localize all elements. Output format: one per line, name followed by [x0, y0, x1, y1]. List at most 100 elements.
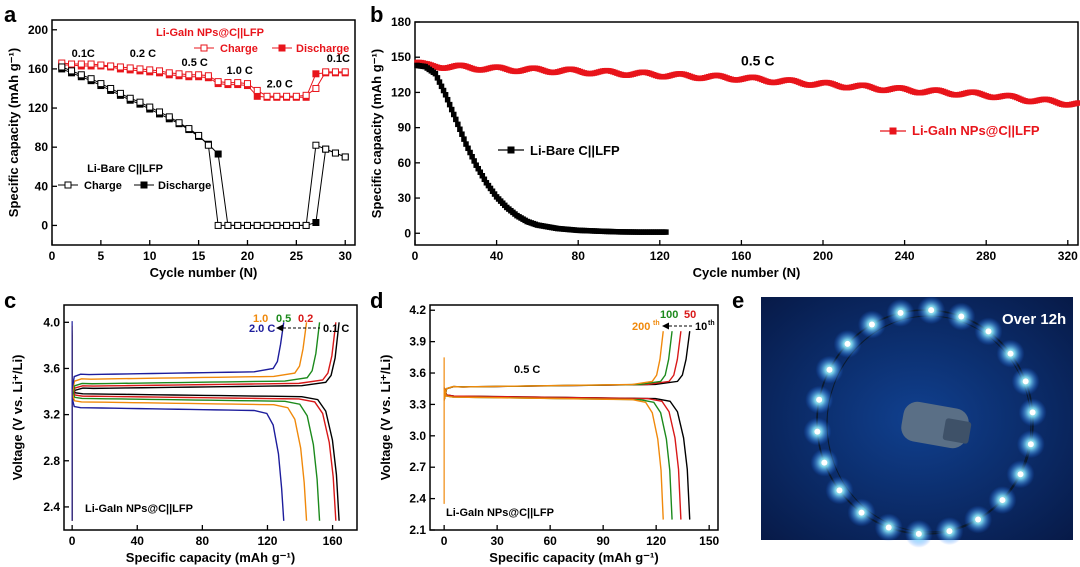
led-light — [826, 366, 833, 373]
a-xtick-label: 10 — [143, 249, 157, 263]
d-discharge-curve — [443, 387, 691, 520]
a-data-point — [175, 119, 183, 127]
led-light — [868, 321, 875, 328]
a-legend-label: Discharge — [158, 180, 211, 192]
b-ytick-label: 120 — [391, 85, 411, 99]
a-data-point — [204, 72, 212, 80]
d-ytick-label: 2.1 — [409, 523, 426, 537]
a-data-point — [234, 79, 242, 87]
a-legend-title: Li-Bare C||LFP — [87, 163, 163, 175]
d-x-axis-title: Specific capacity (mAh g⁻¹) — [489, 550, 658, 565]
photo-overlay-text: Over 12h — [1002, 311, 1066, 328]
a-data-point — [224, 221, 232, 229]
led-light — [1017, 471, 1024, 478]
c-discharge-curve — [71, 392, 308, 521]
led-light — [999, 497, 1006, 504]
a-data-point — [204, 141, 212, 149]
led-light — [836, 487, 843, 494]
b-xtick-label: 80 — [572, 249, 586, 263]
a-xtick-label: 0 — [49, 249, 56, 263]
d-charge-curve — [443, 331, 691, 401]
a-data-point — [126, 64, 134, 72]
a-data-point — [165, 113, 173, 121]
a-legend-marker — [200, 44, 208, 52]
b-data-point — [457, 126, 463, 133]
b-data-point — [451, 111, 457, 118]
led-light — [928, 307, 935, 314]
a-data-point — [283, 221, 291, 229]
a-xtick-label: 5 — [98, 249, 105, 263]
b-ytick-label: 0 — [404, 226, 411, 240]
a-data-point — [331, 149, 339, 157]
a-data-point — [292, 221, 300, 229]
d-cycle-label: 100 — [660, 309, 678, 321]
c-cell-annotation: Li-GaIn NPs@C||LFP — [85, 503, 193, 515]
c-xtick-label: 40 — [131, 534, 145, 548]
chart-a-rate-capability: 0 5 10 15 20 25 30 0 40 80 120 160 200 Cycle number (… — [6, 19, 356, 280]
led-light — [897, 309, 904, 316]
b-xtick-label: 280 — [976, 249, 996, 263]
a-data-point — [136, 65, 144, 73]
led-light — [985, 328, 992, 335]
d-plot-frame — [429, 304, 719, 531]
led-light — [885, 524, 892, 531]
a-data-point — [253, 86, 261, 94]
b-ytick-label: 30 — [398, 191, 412, 205]
c-charge-curve — [71, 322, 337, 401]
c-arrow-head — [276, 324, 283, 332]
a-data-point — [253, 92, 261, 100]
a-rate-annotation: 0.5 C — [182, 57, 208, 69]
b-xtick-label: 160 — [731, 249, 751, 263]
a-legend-marker — [64, 181, 72, 189]
a-data-point — [146, 66, 154, 74]
d-xtick-label: 0 — [441, 534, 448, 548]
d-ytick-label: 4.2 — [409, 303, 426, 317]
a-legend-title: Li-GaIn NPs@C||LFP — [156, 27, 264, 39]
d-arrow-head — [662, 322, 669, 330]
a-data-point — [322, 145, 330, 153]
a-data-point — [234, 221, 242, 229]
c-plot-frame — [63, 304, 358, 531]
a-ytick-label: 200 — [28, 23, 48, 37]
d-y-axis-title: Voltage (V vs. Li⁺/Li) — [378, 355, 393, 481]
a-data-point — [312, 84, 320, 92]
a-data-point — [87, 60, 95, 68]
a-data-point — [214, 150, 222, 158]
d-charge-curve — [443, 331, 682, 401]
b-data-point — [663, 229, 669, 235]
led-light — [816, 396, 823, 403]
a-data-point — [273, 221, 281, 229]
led-light — [975, 516, 982, 523]
b-rate-annotation: 0.5 C — [741, 52, 774, 68]
b-data-point — [461, 136, 467, 142]
panel-label-b: b — [370, 2, 383, 27]
led-light — [858, 509, 865, 516]
d-discharge-curve — [443, 387, 682, 520]
d-ytick-label: 2.7 — [409, 460, 426, 474]
a-ytick-label: 160 — [28, 62, 48, 76]
c-charge-curve — [71, 322, 285, 390]
d-cycle-label-sup: th — [708, 320, 715, 327]
b-legend-label: Li-GaIn NPs@C||LFP — [912, 123, 1040, 138]
a-data-point — [322, 68, 330, 76]
led-string — [803, 296, 1047, 548]
d-ytick-label: 3.9 — [409, 335, 426, 349]
b-ytick-label: 180 — [391, 15, 411, 29]
a-data-point — [195, 131, 203, 139]
a-data-point — [68, 67, 76, 75]
d-xtick-label: 30 — [490, 534, 504, 548]
a-ytick-label: 0 — [41, 218, 48, 232]
a-ytick-label: 80 — [35, 140, 49, 154]
b-x-axis-title: Cycle number (N) — [693, 265, 801, 280]
chart-c-voltage-profiles-rate: 0 40 80 120 160 2.4 2.8 3.2 3.6 4.0 Specific capac… — [10, 304, 358, 565]
a-xtick-label: 30 — [339, 249, 353, 263]
c-rate-label: 0.2 — [298, 313, 313, 325]
d-xtick-label: 60 — [543, 534, 557, 548]
a-data-point — [156, 67, 164, 75]
a-data-point — [341, 153, 349, 161]
b-ytick-label: 90 — [398, 121, 412, 135]
c-ytick-label: 2.4 — [43, 500, 60, 514]
a-data-point — [185, 125, 193, 133]
a-legend-label: Discharge — [296, 43, 349, 55]
a-data-point — [58, 63, 66, 71]
